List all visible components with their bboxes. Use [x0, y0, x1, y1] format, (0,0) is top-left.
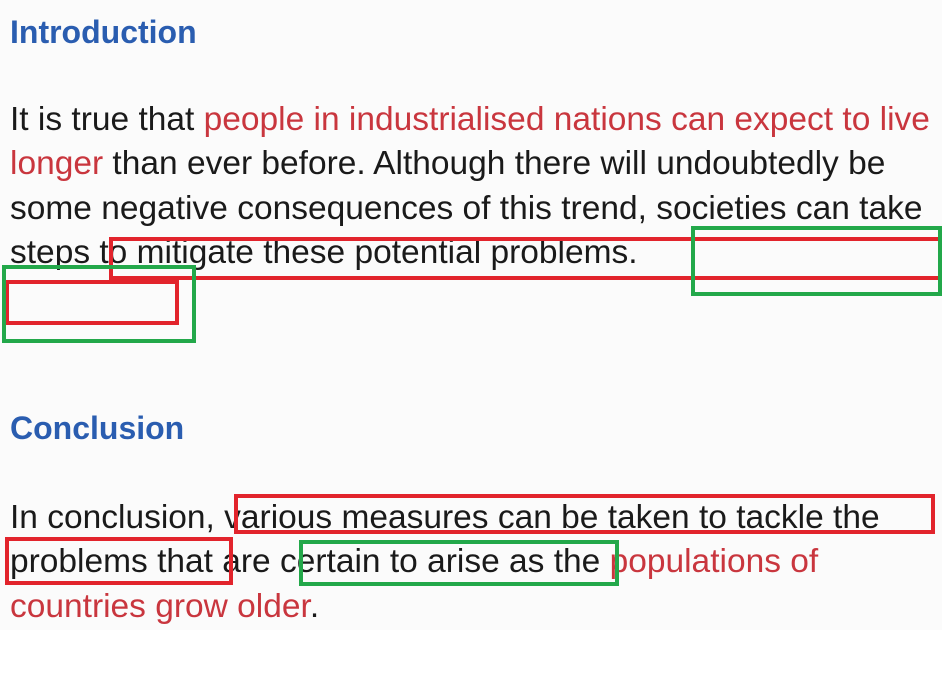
conclusion-heading: Conclusion: [10, 410, 185, 446]
annotation-box-red: [234, 494, 935, 534]
conclusion-highlight-text: populations of countries grow older: [10, 543, 819, 625]
conclusion-text-2: .: [309, 587, 320, 625]
introduction-heading: Introduction: [10, 14, 197, 50]
conclusion-text-1: In conclusion, various measures can be t…: [10, 499, 880, 581]
annotation-box-red: [5, 537, 233, 585]
introduction-paragraph: It is true that people in industrialised…: [10, 98, 942, 275]
intro-text-1: It is true that: [10, 101, 204, 138]
conclusion-paragraph: In conclusion, various measures can be t…: [10, 496, 942, 629]
intro-text-2: than ever before. Although there will un…: [10, 145, 923, 271]
annotation-box-green: [2, 265, 196, 343]
annotation-box-red: [5, 280, 179, 325]
annotation-box-green: [299, 540, 619, 586]
intro-highlight-text: people in industrialised nations can exp…: [10, 101, 930, 183]
annotation-box-green: [691, 226, 942, 296]
document-page: Introduction It is true that people in i…: [2, 14, 942, 629]
